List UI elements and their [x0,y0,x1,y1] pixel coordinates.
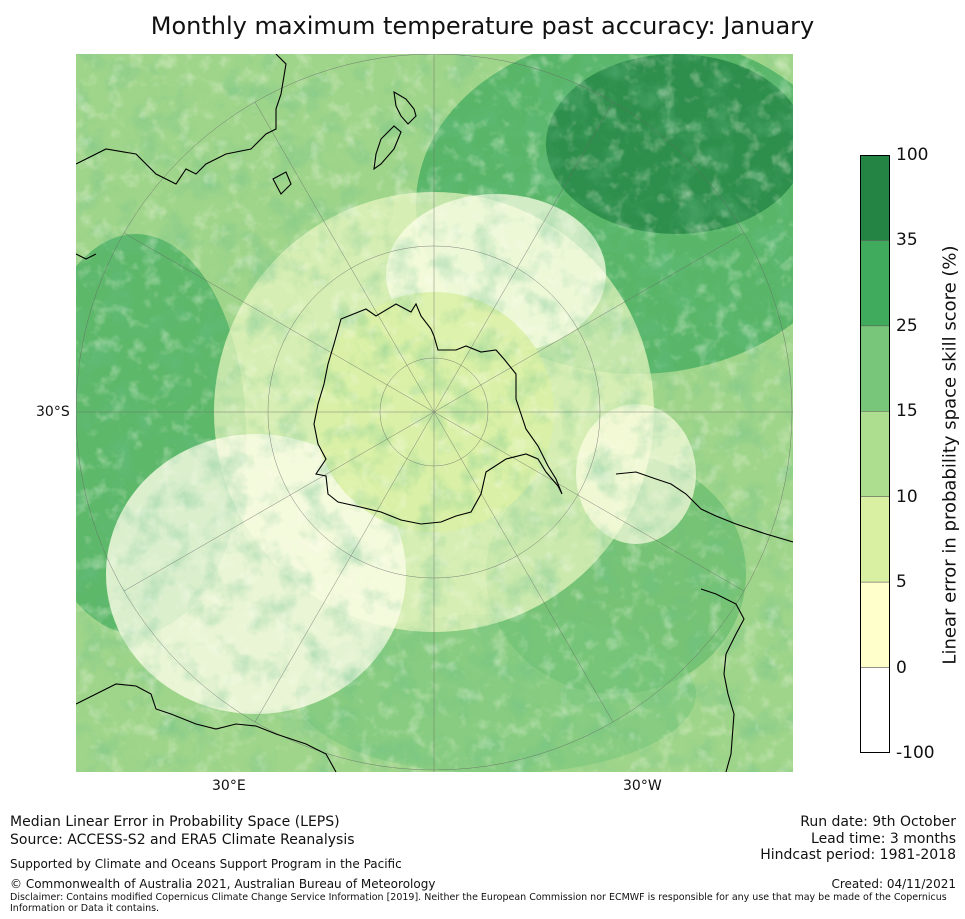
tasmania-coast [272,171,292,195]
colorbar-bin [860,667,890,753]
colorbar [860,155,890,753]
lon-label-30w: 30°W [623,778,662,794]
chart-title: Monthly maximum temperature past accurac… [150,12,815,40]
colorbar-bin [860,325,890,412]
colorbar-tick-label: 100 [896,145,929,165]
footer-leps: Median Linear Error in Probability Space… [10,814,340,830]
south-america-east [700,588,745,772]
colorbar-tick-label: 25 [896,315,918,336]
colorbar-tick-label: 35 [896,230,918,251]
colorbar-label: Linear error in probability space skill … [939,245,961,665]
south-america-coast [615,471,793,543]
colorbar-tick-label: 5 [896,572,907,593]
colorbar-bin [860,240,890,327]
footer-lead-time: Lead time: 3 months [811,831,956,847]
lon-label-30e: 30°E [212,778,246,794]
south-africa-coast [76,683,337,772]
antarctica-coast [313,302,563,525]
colorbar-tick-label: 10 [896,486,918,507]
new-zealand-north [393,90,417,125]
footer-run-date: Run date: 9th October [800,814,956,830]
footer-copyright: © Commonwealth of Australia 2021, Austra… [10,877,436,891]
colorbar-tick-label: -100 [896,743,935,763]
africa-west [76,253,97,260]
australia-coast [76,54,287,185]
skill-score-map [76,54,793,772]
colorbar-bin [860,411,890,497]
graticule [76,54,793,772]
colorbar-tick-label: 15 [896,401,918,422]
colorbar-frame [860,155,890,753]
footer-disclaimer: Disclaimer: Contains modified Copernicus… [10,892,947,914]
footer-source: Source: ACCESS-S2 and ERA5 Climate Reana… [10,832,355,848]
new-zealand-south [373,125,402,171]
colorbar-bin [860,155,890,241]
lat-label-30s: 30°S [36,404,70,420]
colorbar-bin [860,496,890,583]
colorbar-tick-label: 0 [896,657,907,678]
coastlines [76,54,793,772]
footer-supported: Supported by Climate and Oceans Support … [10,857,402,871]
footer-hindcast: Hindcast period: 1981-2018 [760,847,956,863]
colorbar-bin [860,581,890,668]
footer-created: Created: 04/11/2021 [831,877,956,891]
